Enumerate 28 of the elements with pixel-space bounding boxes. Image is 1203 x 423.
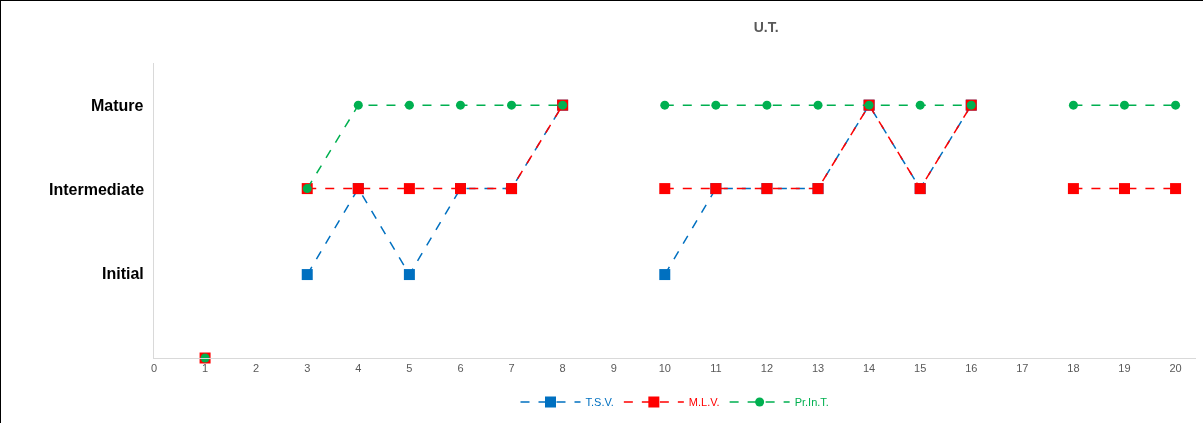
x-tick-label: 13 <box>811 362 825 375</box>
x-tick-label: 14 <box>862 362 876 375</box>
x-tick-label: 2 <box>253 362 260 375</box>
x-tick-label: 8 <box>559 362 566 375</box>
x-tick-label: 7 <box>508 362 515 375</box>
x-tick-label: 0 <box>150 362 158 375</box>
x-tick-label: 9 <box>610 362 617 375</box>
x-tick-label: 17 <box>1016 362 1029 375</box>
text: T.S.V. <box>585 396 614 409</box>
x-tick-label: 11 <box>710 362 722 375</box>
x-tick-label: 10 <box>658 362 671 375</box>
x-tick-label: 6 <box>457 362 464 375</box>
x-tick-label: 3 <box>304 362 311 375</box>
x-tick-label: 20 <box>1169 362 1182 375</box>
text: Pr.In.T. <box>794 396 829 409</box>
x-tick-label: 4 <box>355 362 362 375</box>
text: Intermediate <box>49 181 145 198</box>
x-tick-label: 18 <box>1067 362 1080 375</box>
x-tick-label: 19 <box>1118 362 1131 375</box>
x-tick-label: 1 <box>202 362 209 375</box>
x-tick-label: 16 <box>965 362 978 375</box>
text: Mature <box>91 97 144 114</box>
text: Initial <box>102 265 144 282</box>
x-tick-label: 12 <box>760 362 774 375</box>
x-tick-label: 15 <box>914 362 927 375</box>
x-tick-label: 5 <box>406 362 413 375</box>
chart-title: U.T. <box>753 18 779 35</box>
text: M.L.V. <box>688 396 720 409</box>
